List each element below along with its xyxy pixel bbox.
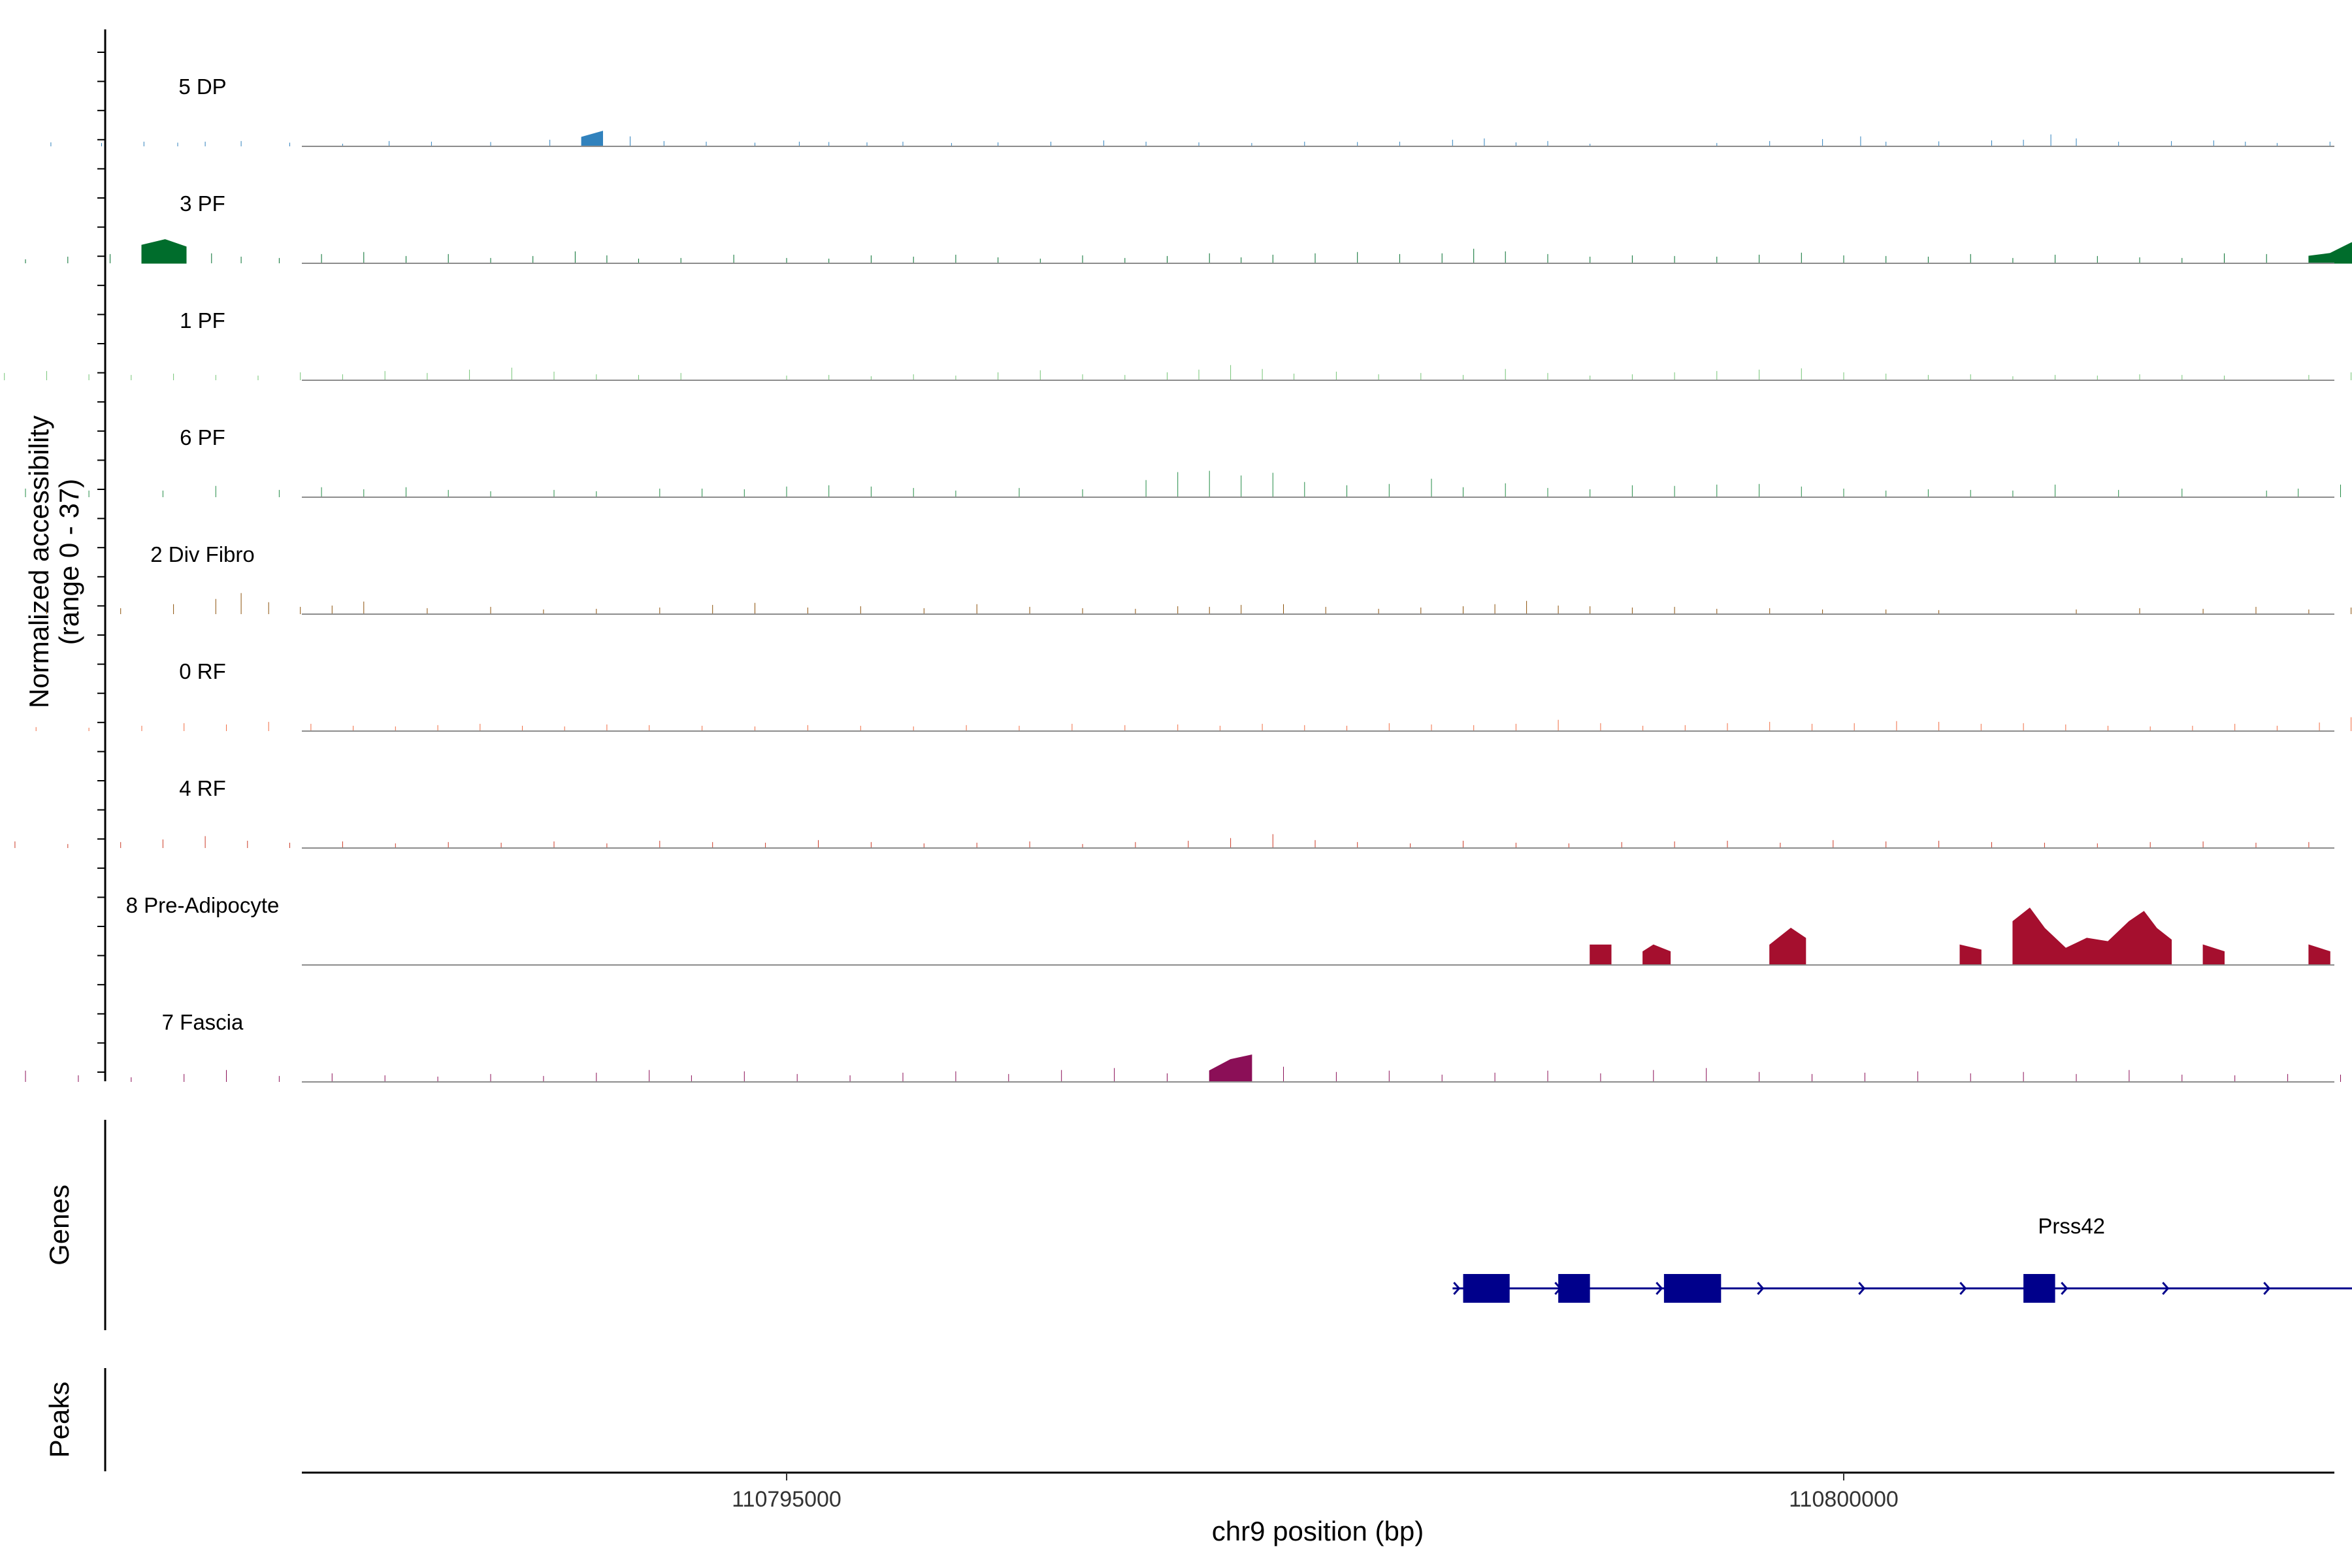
coverage-area (1590, 907, 2330, 966)
coverage-area (4, 365, 2352, 380)
strand-arrow (1757, 1282, 1765, 1295)
strand-arrow (2162, 1282, 2170, 1295)
track-3-pf: 3 PF (25, 191, 2352, 264)
track-label: 1 PF (180, 308, 225, 333)
exon (1663, 1274, 1722, 1303)
y-axis-ticks (97, 52, 105, 1073)
coverage-area (46, 593, 2352, 614)
track-label: 0 RF (179, 659, 226, 683)
coverage-area (35, 717, 2352, 731)
exon (2023, 1274, 2055, 1303)
x-axis-ticks: 110795000110800000110805000 (732, 1473, 1899, 1512)
x-tick-label: 110795000 (732, 1487, 841, 1512)
track-label: 5 DP (178, 74, 226, 99)
genes-panel-label: Genes (44, 1184, 74, 1266)
track-5-dp: 5 DP (50, 74, 2334, 147)
coverage-tracks: 5 DP 3 PF 1 PF 6 PF 2 Div Fibro 0 RF 4 RF 8 Pre… (4, 74, 2352, 1083)
y-axis-title: Normalized accessibility (range 0 - 37) (24, 416, 84, 708)
track-label: 3 PF (180, 191, 225, 216)
x-axis-title: chr9 position (bp) (1212, 1516, 1424, 1546)
gene-prss42: Prss42 (1452, 1214, 2352, 1303)
track-7-fascia: 7 Fascia (25, 1010, 2341, 1083)
exon (1463, 1274, 1510, 1303)
coverage-area (25, 470, 2341, 497)
gene-label: Prss42 (2038, 1214, 2105, 1238)
strand-arrow (2263, 1282, 2271, 1295)
track-6-pf: 6 PF (25, 425, 2341, 498)
track-0-rf: 0 RF (35, 659, 2352, 732)
track-label: 7 Fascia (162, 1010, 244, 1034)
track-4-rf: 4 RF (14, 776, 2334, 849)
y-axis-title-line2: (range 0 - 37) (54, 479, 84, 645)
strand-arrow (1858, 1282, 1866, 1295)
strand-arrow (1959, 1282, 1967, 1295)
coverage-area (14, 834, 2310, 848)
strand-arrow (1453, 1282, 1461, 1295)
coverage-area (25, 1054, 2341, 1083)
exon (1558, 1274, 1590, 1303)
strand-arrow (2061, 1282, 2068, 1295)
track-8-pre-adipocyte: 8 Pre-Adipocyte (126, 893, 2334, 966)
x-tick-label: 110800000 (1789, 1487, 1899, 1512)
track-label: 4 RF (179, 776, 226, 800)
track-label: 6 PF (180, 425, 225, 449)
peaks-panel-label: Peaks (44, 1382, 74, 1458)
y-axis-title-line1: Normalized accessibility (24, 416, 54, 708)
gene-track: Prss42 (1452, 1214, 2352, 1303)
track-1-pf: 1 PF (4, 308, 2352, 381)
track-label: 8 Pre-Adipocyte (126, 893, 280, 917)
coverage-area (50, 131, 2330, 147)
track-label: 2 Div Fibro (150, 542, 255, 566)
coverage-area (25, 239, 2352, 264)
strand-arrow (1656, 1282, 1663, 1295)
track-2-div-fibro: 2 Div Fibro (46, 542, 2352, 615)
